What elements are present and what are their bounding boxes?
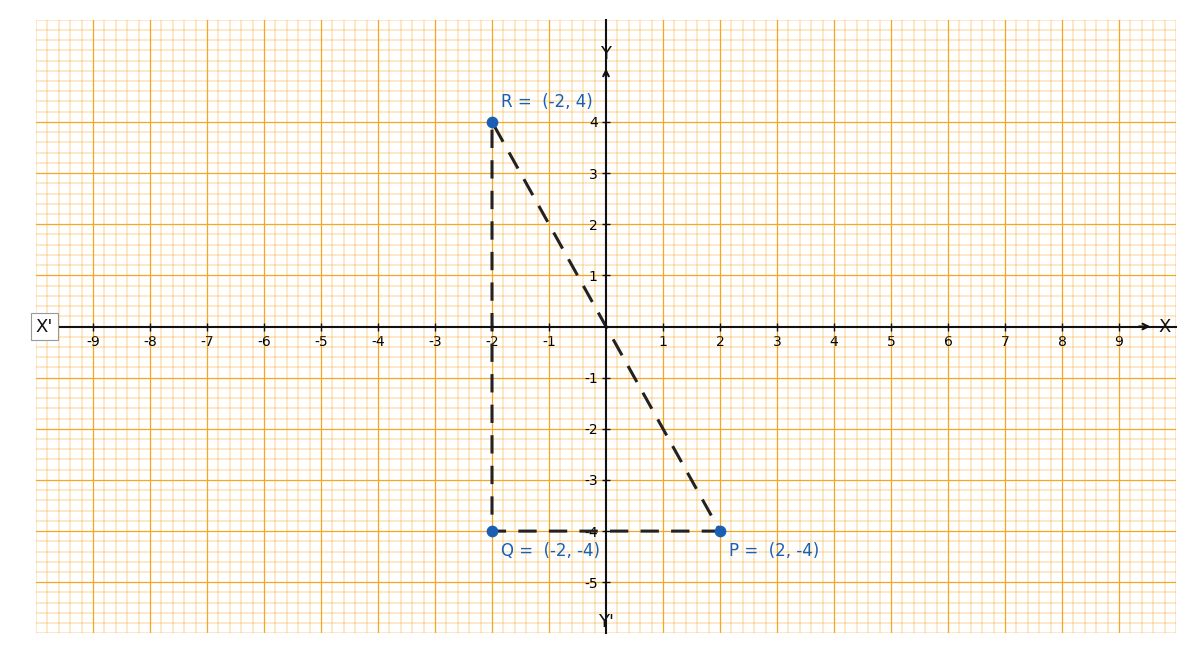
Text: Y': Y': [598, 613, 614, 631]
Point: [482, 526, 502, 536]
Text: Q =  (-2, -4): Q = (-2, -4): [500, 543, 600, 560]
Point: [482, 117, 502, 127]
Text: X: X: [1159, 317, 1171, 336]
Text: P =  (2, -4): P = (2, -4): [728, 543, 818, 560]
Text: R =  (-2, 4): R = (-2, 4): [500, 93, 593, 110]
Text: X': X': [36, 317, 53, 336]
Text: Y: Y: [600, 45, 612, 63]
Point: [710, 526, 730, 536]
